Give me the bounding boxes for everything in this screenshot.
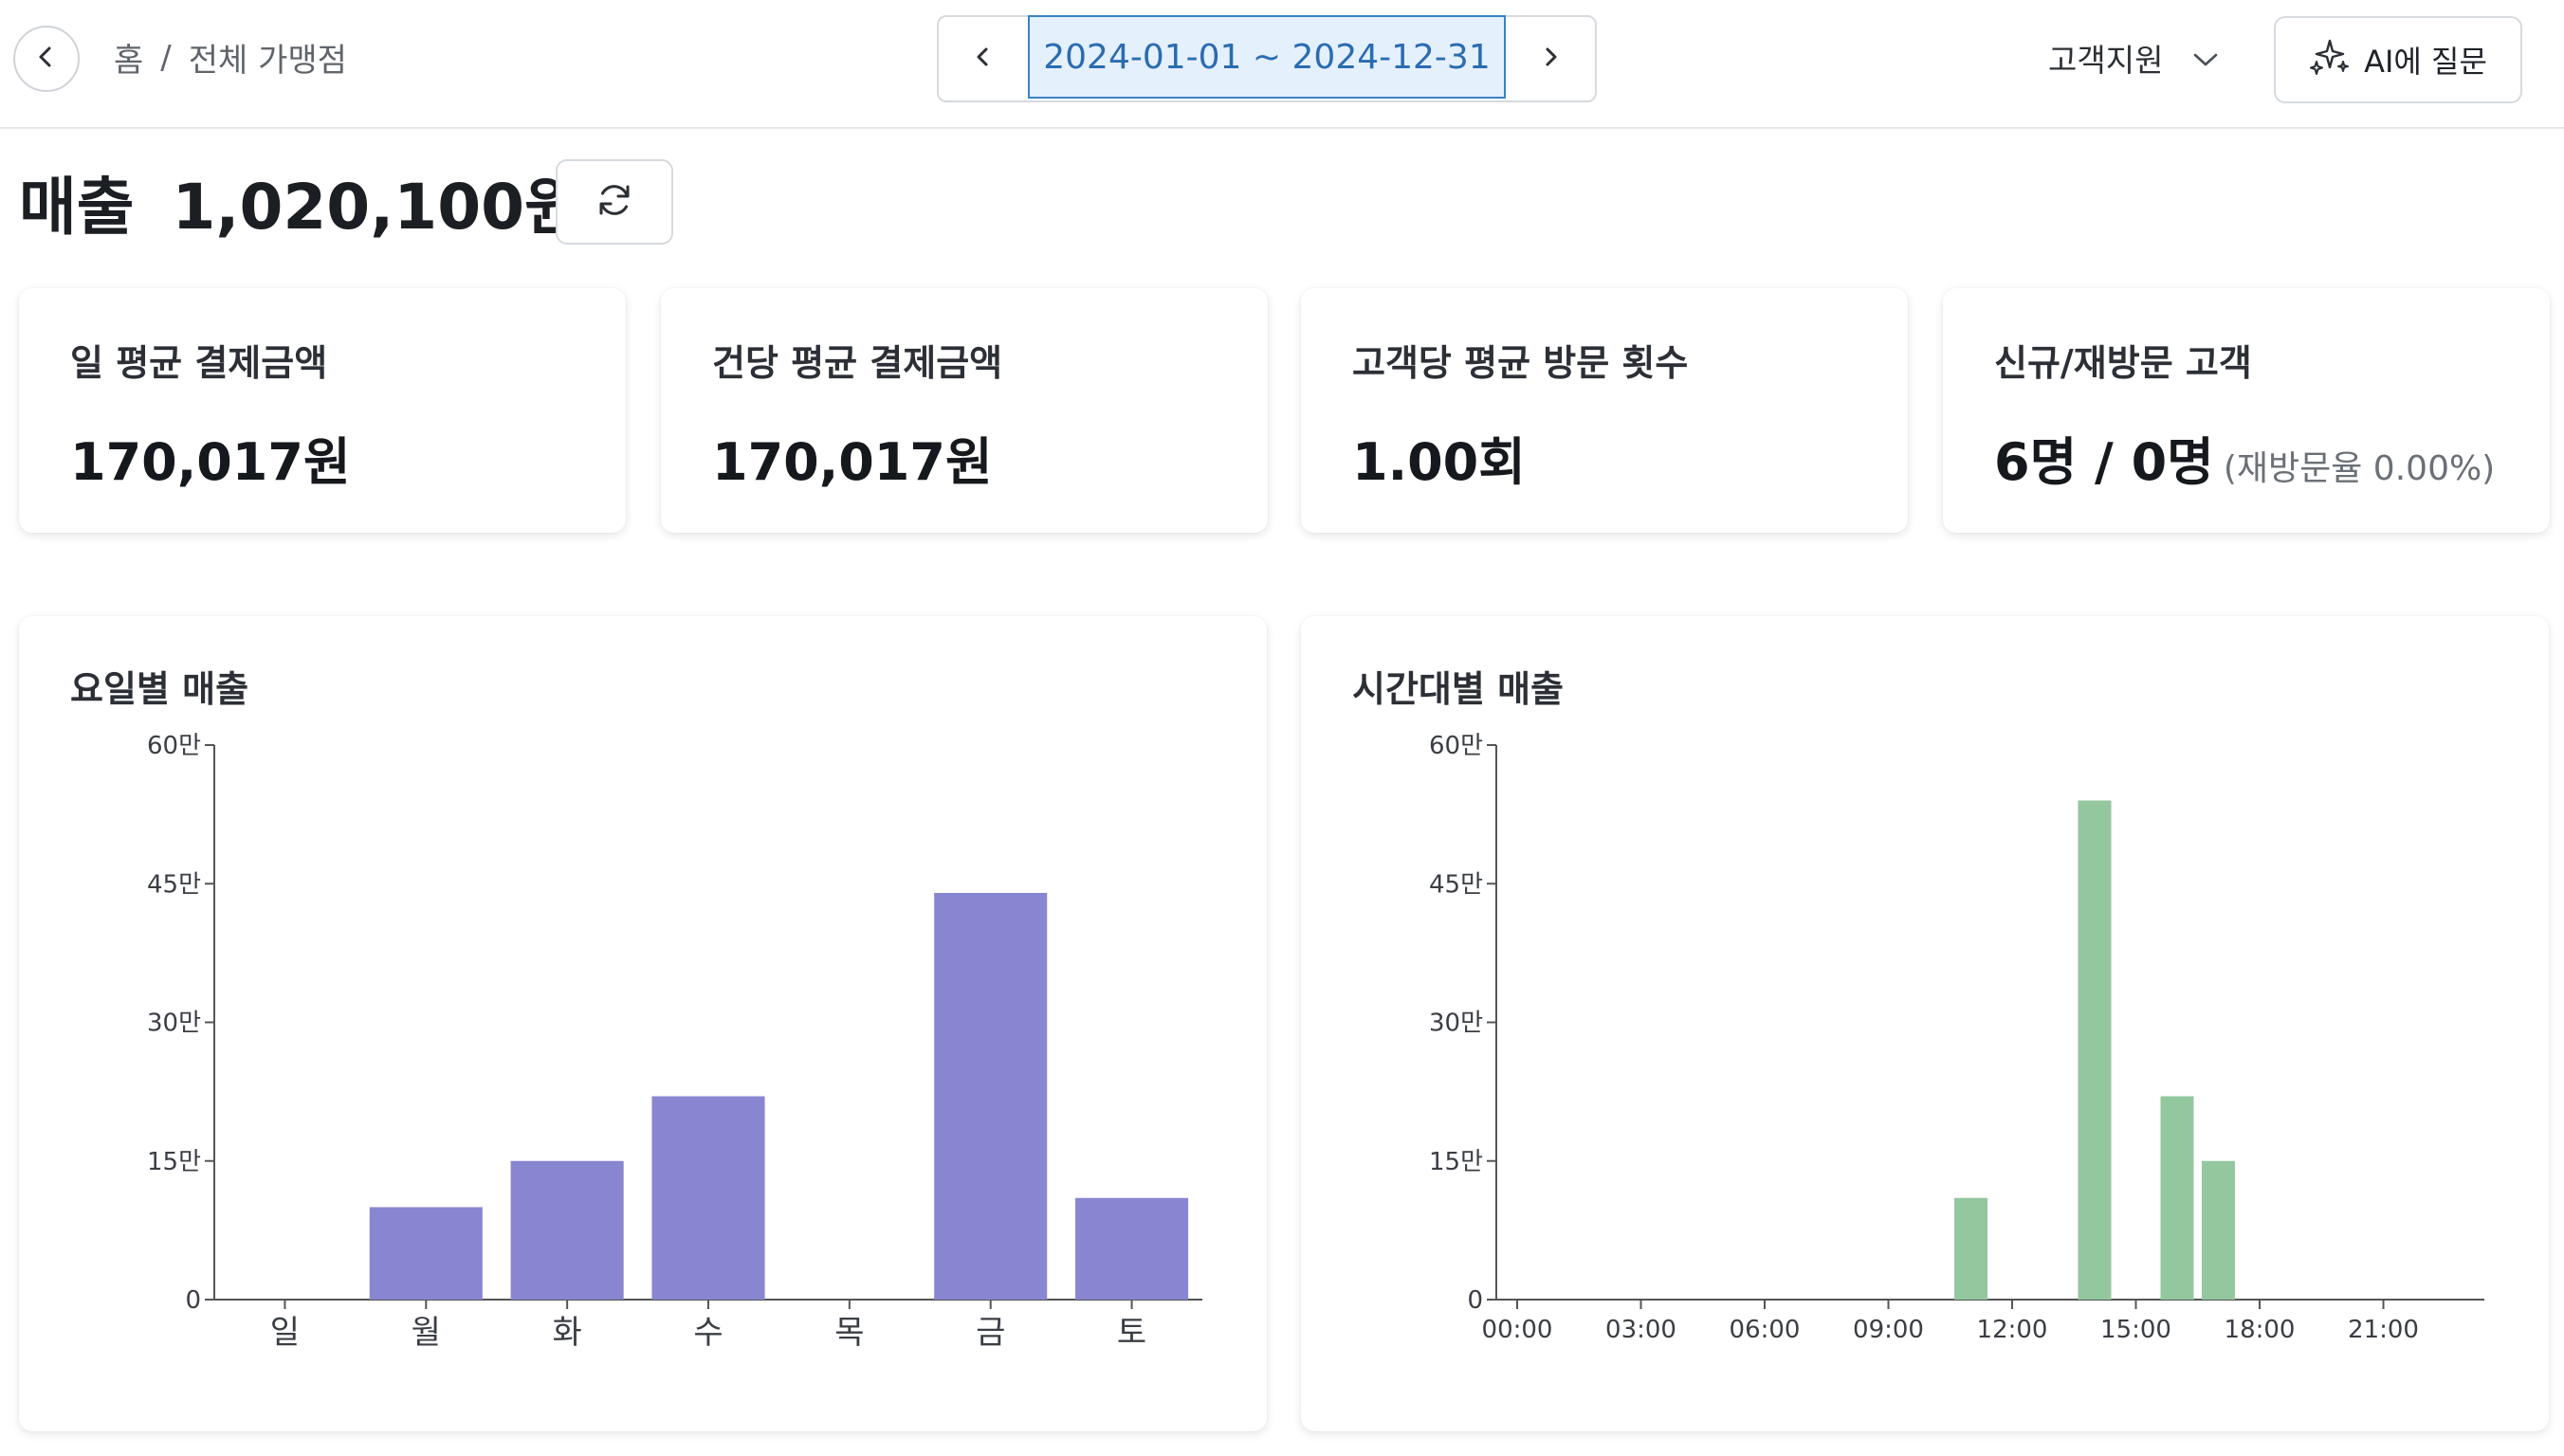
x-tick-label: 일 [270, 1314, 300, 1352]
card-value: 170,017원 [712, 432, 993, 492]
x-tick-label: 월 [412, 1314, 441, 1352]
chevron-left-icon [972, 44, 995, 74]
y-tick-label: 30만 [1429, 1010, 1483, 1038]
x-tick-label: 18:00 [2225, 1316, 2296, 1344]
page-title: 매출 1,020,100원 [19, 159, 582, 245]
x-tick-label: 12:00 [1977, 1316, 2048, 1344]
hourly-bar [2202, 1160, 2235, 1300]
hourly-bar [2160, 1096, 2194, 1300]
y-tick-label: 45만 [147, 870, 201, 899]
breadcrumb: 홈 / 전체 가맹점 [114, 34, 347, 81]
total-sales-value: 1,020,100원 [172, 171, 582, 244]
x-tick-label: 토 [1117, 1314, 1146, 1352]
sales-title-label: 매출 [19, 171, 135, 244]
x-tick-label: 00:00 [1482, 1316, 1553, 1344]
chevron-right-icon [1539, 44, 1562, 74]
y-tick-label: 15만 [147, 1148, 201, 1176]
x-tick-label: 화 [553, 1314, 582, 1352]
card-value: 1.00회 [1352, 432, 1526, 492]
x-tick-label: 21:00 [2348, 1316, 2419, 1344]
top-bar: 홈 / 전체 가맹점 2024-01-01 ~ 2024-12-31 고객지원 [0, 0, 2564, 129]
support-label: 고객지원 [2048, 42, 2164, 79]
card-label: 신규/재방문 고객 [1994, 342, 2252, 384]
revisit-rate: (재방문율 0.00%) [2223, 449, 2496, 488]
y-tick-label: 45만 [1429, 870, 1483, 899]
visits-per-customer-card: 고객당 평균 방문 횟수 1.00회 [1301, 288, 1908, 533]
refresh-button[interactable] [556, 159, 673, 245]
x-tick-label: 수 [693, 1314, 723, 1352]
x-tick-label: 금 [976, 1314, 1005, 1352]
chevron-down-icon [2191, 40, 2220, 77]
x-tick-label: 03:00 [1605, 1316, 1676, 1344]
breadcrumb-separator: / [160, 38, 172, 77]
weekday-bar [651, 1096, 765, 1300]
x-tick-label: 목 [834, 1314, 864, 1352]
x-tick-label: 06:00 [1730, 1316, 1801, 1344]
prev-date-button[interactable] [939, 17, 1028, 100]
y-tick-label: 0 [1467, 1286, 1483, 1315]
card-label: 건당 평균 결제금액 [712, 342, 1003, 384]
chevron-left-icon [33, 44, 60, 74]
daily-average-card: 일 평균 결제금액 170,017원 [19, 288, 626, 533]
y-tick-label: 60만 [147, 732, 201, 760]
card-value-row: 6명 / 0명 (재방문율 0.00%) [1994, 420, 2499, 495]
hourly-sales-chart: 0 15만 30만 45만 60만 00:00 03:00 06:00 09:00 12:00 15… [1429, 732, 2484, 1344]
date-navigator: 2024-01-01 ~ 2024-12-31 [937, 15, 1597, 102]
ask-ai-label: AI에 질문 [2364, 44, 2487, 80]
weekday-bar [1075, 1197, 1189, 1300]
weekday-bar [934, 893, 1048, 1300]
y-tick-label: 60만 [1429, 732, 1483, 760]
card-label: 고객당 평균 방문 횟수 [1352, 342, 1689, 384]
next-date-button[interactable] [1506, 17, 1595, 100]
hourly-sales-title: 시간대별 매출 [1352, 668, 1564, 710]
hourly-bar [1954, 1197, 1987, 1300]
per-transaction-average-card: 건당 평균 결제금액 170,017원 [661, 288, 1268, 533]
x-tick-label: 15:00 [2100, 1316, 2171, 1344]
refresh-icon [594, 179, 635, 225]
x-tick-label: 09:00 [1853, 1316, 1924, 1344]
weekday-sales-title: 요일별 매출 [70, 668, 249, 710]
date-range-picker[interactable]: 2024-01-01 ~ 2024-12-31 [1028, 15, 1506, 99]
hourly-sales-panel: 시간대별 매출 0 15만 30만 45만 60만 00:00 03:00 06:00 09:0… [1301, 616, 2549, 1431]
weekday-bar [369, 1207, 483, 1300]
support-dropdown[interactable]: 고객지원 [2048, 34, 2220, 82]
card-label: 일 평균 결제금액 [70, 342, 328, 384]
back-button[interactable] [13, 26, 80, 92]
card-value: 6명 / 0명 [1994, 432, 2214, 492]
ask-ai-button[interactable]: AI에 질문 [2274, 16, 2522, 103]
y-tick-label: 15만 [1429, 1148, 1483, 1176]
y-tick-label: 0 [185, 1286, 201, 1315]
breadcrumb-current: 전체 가맹점 [188, 42, 347, 80]
weekday-bar [510, 1160, 624, 1300]
y-tick-label: 30만 [147, 1010, 201, 1038]
new-returning-customers-card: 신규/재방문 고객 6명 / 0명 (재방문율 0.00%) [1943, 288, 2550, 533]
hourly-bar [2078, 800, 2112, 1300]
breadcrumb-home[interactable]: 홈 [114, 42, 144, 80]
sparkles-icon [2309, 37, 2351, 82]
card-value: 170,017원 [70, 432, 351, 492]
